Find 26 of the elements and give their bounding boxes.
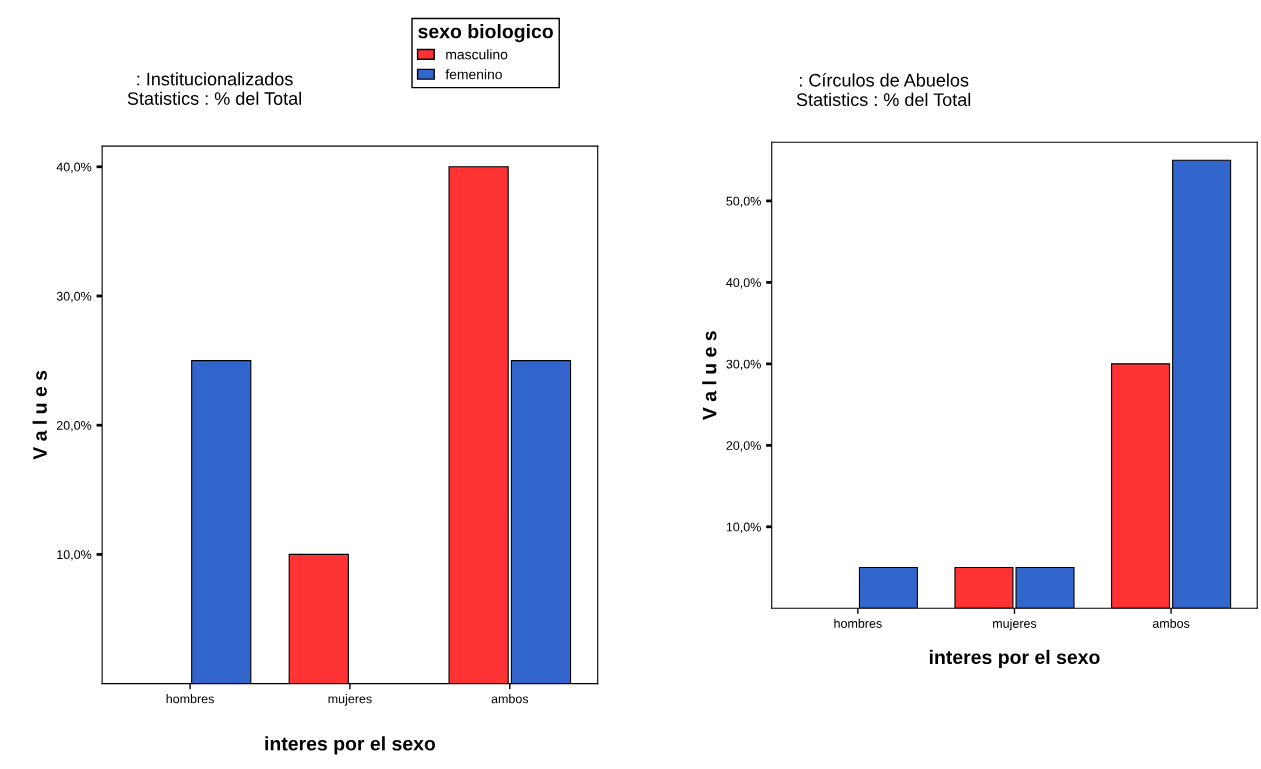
x-axis-title: interes por el sexo (929, 649, 1100, 668)
y-tick-label: 50,0% (726, 196, 761, 208)
x-tick-label: ambos (1152, 618, 1190, 628)
y-axis-title: V a l u e s (32, 370, 47, 460)
y-tick-label: 20,0% (56, 421, 92, 432)
x-tick-label: hombres (166, 694, 214, 704)
legend-label: femenino (445, 69, 502, 80)
y-tick-label: 10,0% (726, 522, 761, 533)
chart-subtitle: Statistics : % del Total (796, 92, 971, 107)
chart-subtitle: Statistics : % del Total (127, 91, 301, 105)
legend-title: sexo biologico (418, 24, 553, 43)
y-axis-title: V a l u e s (702, 331, 717, 420)
y-tick-label: 10,0% (57, 550, 92, 561)
y-tick-label: 30,0% (56, 291, 92, 303)
y-tick-label: 30,0% (726, 359, 761, 370)
x-tick-label: mujeres (993, 618, 1037, 631)
x-tick-label: hombres (834, 618, 882, 628)
y-tick-label: 40,0% (726, 278, 761, 289)
x-tick-label: ambos (491, 694, 529, 704)
y-tick-label: 20,0% (726, 441, 761, 452)
y-tick-label: 40,0% (56, 162, 92, 173)
chart-title: : Institucionalizados (137, 72, 293, 86)
legend-label: masculino (446, 49, 508, 60)
x-axis-title: interes por el sexo (265, 736, 436, 755)
x-tick-label: mujeres (328, 694, 372, 706)
chart-title: : Círculos de Abuelos (799, 73, 969, 87)
